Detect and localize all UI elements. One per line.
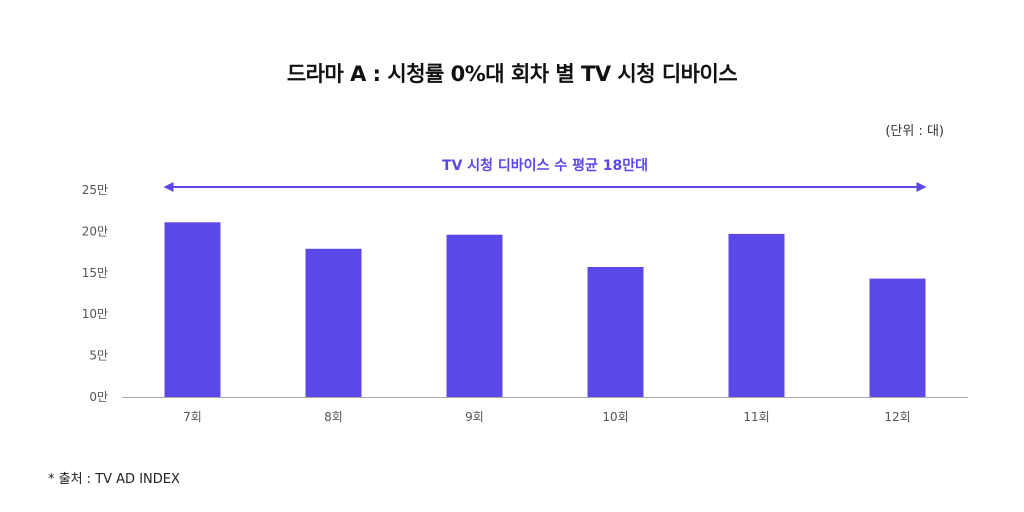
source-note: * 출처 : TV AD INDEX: [48, 472, 180, 487]
y-tick-label: 15만: [82, 266, 108, 280]
bar: [305, 248, 362, 397]
unit-label: (단위 : 대): [885, 124, 944, 139]
bar: [587, 267, 644, 397]
y-tick-label: 10만: [82, 307, 108, 321]
x-tick-label: 9회: [465, 410, 484, 424]
bar: [164, 222, 221, 397]
chart-title: 드라마 A : 시청률 0%대 회차 별 TV 시청 디바이스: [286, 62, 738, 86]
average-annotation: TV 시청 디바이스 수 평균 18만대: [442, 157, 648, 174]
x-axis: 7회 8회 9회 10회 11회 12회: [183, 410, 911, 424]
x-tick-label: 11회: [743, 410, 769, 424]
y-tick-label: 20만: [82, 224, 108, 238]
y-tick-label: 5만: [89, 349, 108, 363]
y-tick-label: 25만: [82, 183, 108, 197]
x-tick-label: 7회: [183, 410, 202, 424]
bar: [446, 234, 503, 397]
x-tick-label: 10회: [602, 410, 628, 424]
bars: [164, 222, 926, 397]
y-tick-label: 0만: [89, 390, 108, 404]
y-axis: 0만 5만 10만 15만 20만 25만: [82, 183, 108, 404]
bar: [869, 278, 926, 397]
x-tick-label: 8회: [324, 410, 343, 424]
bar: [728, 233, 785, 397]
x-tick-label: 12회: [884, 410, 910, 424]
